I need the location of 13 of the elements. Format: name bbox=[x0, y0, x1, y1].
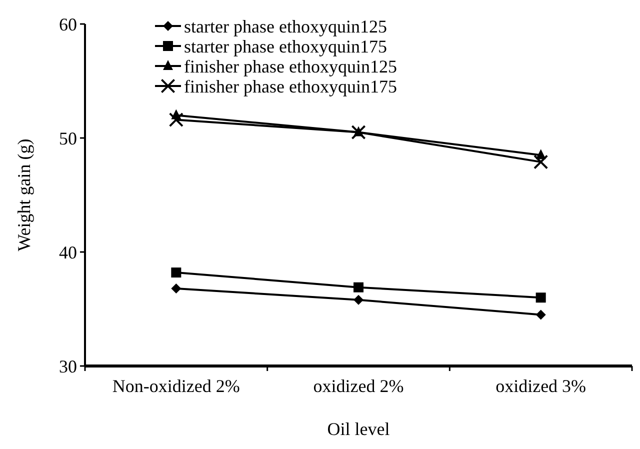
y-axis-title: Weight gain (g) bbox=[14, 138, 34, 252]
legend-label: starter phase ethoxyquin175 bbox=[184, 36, 387, 56]
x-tick-label: Non-oxidized 2% bbox=[112, 376, 240, 396]
y-tick-label: 40 bbox=[59, 242, 77, 262]
x-tick-label: oxidized 3% bbox=[496, 376, 586, 396]
y-tick-label: 50 bbox=[59, 128, 77, 148]
legend-label: starter phase ethoxyquin125 bbox=[184, 16, 387, 36]
x-tick-label: oxidized 2% bbox=[313, 376, 404, 396]
y-tick-label: 60 bbox=[59, 14, 77, 34]
legend-label: finisher phase ethoxyquin175 bbox=[184, 76, 397, 96]
x-axis-title: Oil level bbox=[327, 419, 390, 439]
y-tick-label: 30 bbox=[59, 356, 77, 376]
legend-label: finisher phase ethoxyquin125 bbox=[184, 56, 397, 76]
